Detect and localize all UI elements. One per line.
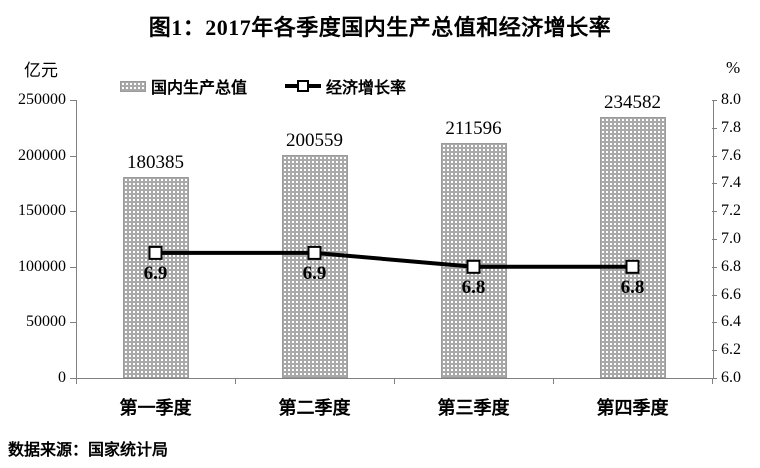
y-left-tick-mark: [70, 100, 76, 101]
legend: 国内生产总值 经济增长率: [120, 74, 406, 98]
y-right-tick-label: 7.6: [721, 146, 741, 164]
y-right-tick-label: 6.2: [721, 341, 741, 359]
y-right-tick-label: 7.8: [721, 118, 741, 136]
y-right-tick-mark: [712, 211, 717, 213]
category-label: 第三季度: [437, 398, 510, 418]
y-right-tick-label: 6.6: [721, 285, 741, 303]
category-label: 第二季度: [278, 398, 351, 418]
y-right-tick-label: 6.0: [721, 369, 741, 386]
x-tick-mark: [76, 378, 77, 384]
y-right-tick-mark: [712, 239, 717, 240]
y-right-tick-label: 7.4: [721, 174, 741, 192]
source-note: 数据来源：国家统计局: [8, 442, 169, 459]
growth-value-label: 6.9: [143, 262, 168, 284]
y-right-tick-mark: [712, 294, 717, 296]
category-label: 第四季度: [596, 398, 669, 418]
growth-line-swatch-icon: [285, 80, 322, 92]
bar-value-label: 180385: [127, 152, 184, 174]
growth-value-label: 6.9: [302, 262, 327, 284]
bar-value-label: 234582: [604, 92, 661, 114]
legend-label-growth: 经济增长率: [326, 80, 407, 97]
y-right-tick-mark: [712, 127, 717, 129]
legend-entry-growth: 经济增长率: [285, 74, 406, 98]
x-tick-mark: [712, 378, 713, 384]
y-right-tick-mark: [712, 378, 717, 379]
y-left-tick-mark: [70, 322, 76, 324]
chart-title: 图1：2017年各季度国内生产总值和经济增长率: [148, 15, 612, 40]
legend-label-gdp: 国内生产总值: [151, 80, 248, 97]
y-left-tick-label: 50000: [26, 313, 66, 331]
open-square-marker-icon: [466, 259, 481, 274]
gdp-bar: [122, 177, 189, 378]
y-right-tick-label: 7.0: [721, 230, 741, 247]
y-right-tick-mark: [712, 350, 717, 352]
y-left-tick-label: 250000: [18, 91, 66, 108]
growth-value-label: 6.8: [620, 276, 645, 298]
y-left-tick-mark: [70, 266, 76, 268]
gdp-bar-swatch-icon: [120, 80, 146, 92]
y-left-tick-mark: [70, 378, 76, 379]
x-tick-mark: [235, 378, 236, 384]
x-tick-mark: [394, 378, 395, 384]
y-right-tick-label: 7.2: [721, 202, 741, 220]
growth-value-label: 6.8: [461, 276, 486, 298]
y-left-tick-label: 150000: [18, 202, 66, 220]
gdp-bar: [599, 117, 666, 378]
right-axis-unit-label: %: [726, 58, 741, 77]
open-square-marker-icon: [625, 259, 640, 274]
open-square-marker-icon: [307, 245, 322, 260]
y-left-tick-label: 200000: [18, 146, 66, 164]
y-right-tick-label: 8.0: [721, 91, 741, 108]
legend-entry-gdp: 国内生产总值: [120, 74, 247, 98]
y-left-tick-mark: [70, 155, 76, 157]
growth-line: [148, 245, 640, 274]
open-square-marker-icon: [297, 80, 310, 92]
left-axis-unit-label: 亿元: [24, 61, 58, 80]
y-right-tick-label: 6.4: [721, 313, 741, 331]
y-left-tick-label: 0: [58, 369, 66, 386]
y-right-tick-mark: [712, 100, 717, 101]
bar-value-label: 200559: [286, 129, 343, 151]
x-tick-mark: [553, 378, 554, 384]
open-square-marker-icon: [148, 245, 163, 260]
y-right-tick-label: 6.8: [721, 257, 741, 275]
category-label: 第一季度: [119, 398, 192, 418]
y-right-tick-mark: [712, 322, 717, 324]
gdp-bar: [281, 154, 348, 378]
y-left-tick-label: 100000: [18, 257, 66, 275]
bar-value-label: 211596: [445, 117, 502, 139]
y-right-tick-mark: [712, 183, 717, 185]
y-right-tick-mark: [712, 155, 717, 157]
y-left-tick-mark: [70, 211, 76, 213]
y-right-tick-mark: [712, 266, 717, 268]
